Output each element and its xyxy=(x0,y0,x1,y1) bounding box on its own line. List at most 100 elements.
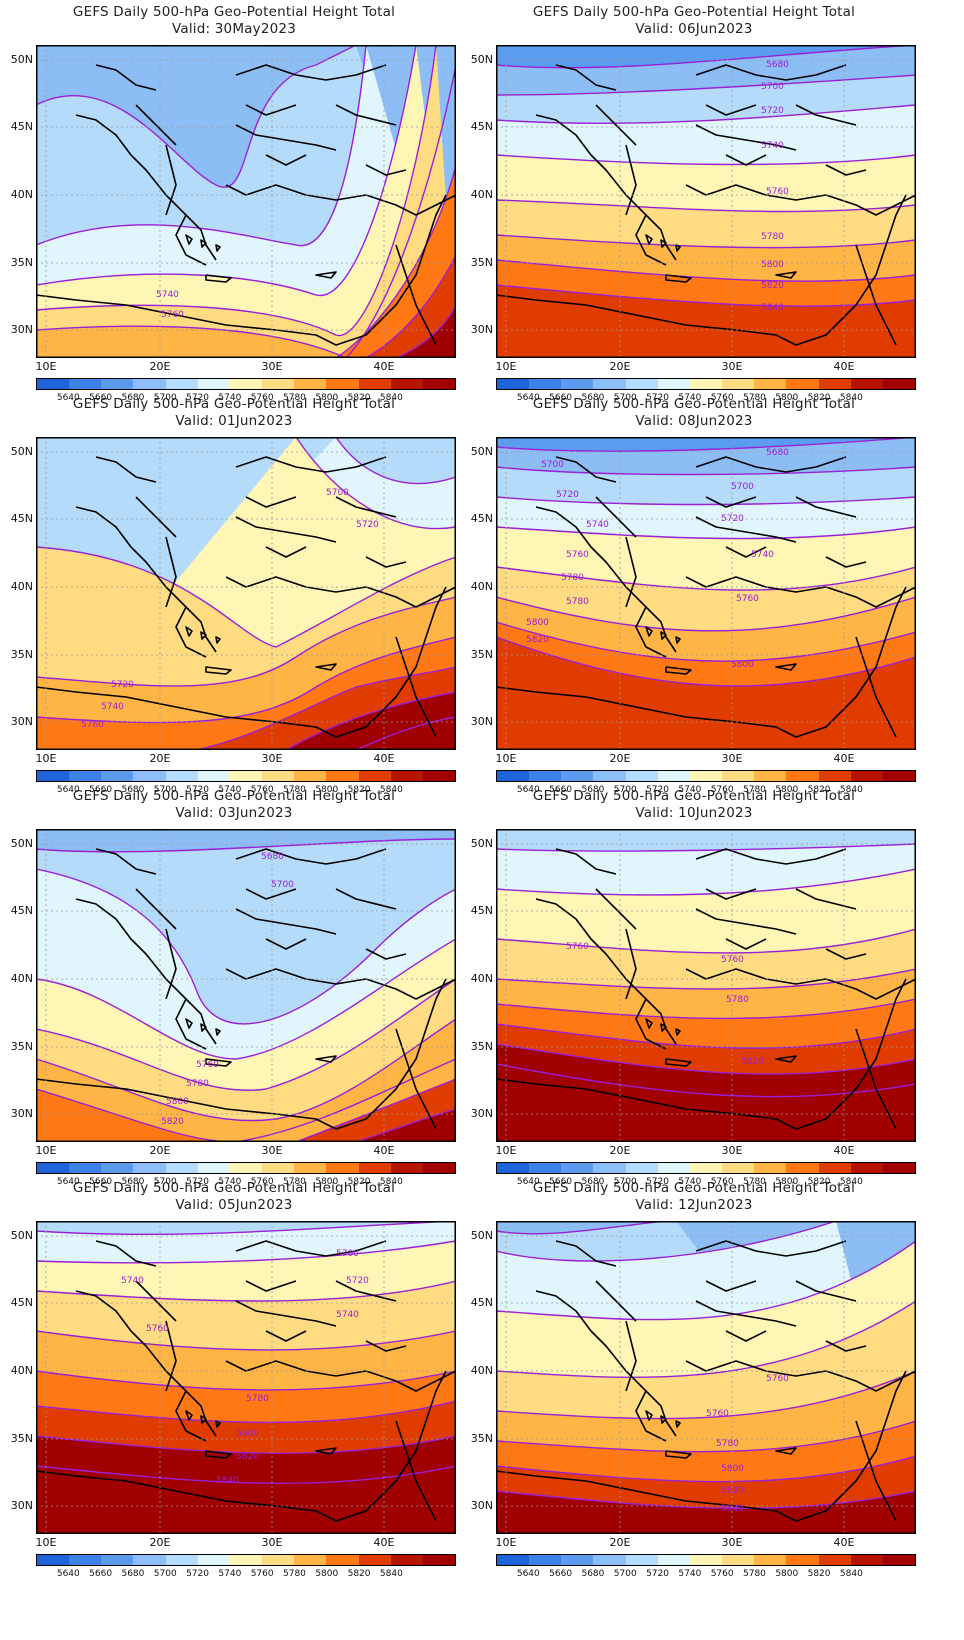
contour-label: 5800 xyxy=(526,618,549,628)
lon-tick-label: 30E xyxy=(261,1536,283,1549)
contour-line xyxy=(36,1018,456,1122)
fill-band-c5840 xyxy=(36,255,456,358)
contour-line xyxy=(496,1240,916,1321)
lat-tick-label: 45N xyxy=(470,904,493,917)
colorbar-swatch xyxy=(593,1555,626,1565)
colorbar-swatch xyxy=(229,1555,263,1565)
lon-tick-label: 10E xyxy=(35,360,57,373)
contour-line xyxy=(36,838,456,853)
contour-label: 5720 xyxy=(356,520,379,530)
colorbar-label: 5820 xyxy=(347,393,371,403)
colorbar xyxy=(496,770,916,782)
colorbar xyxy=(36,1162,456,1174)
colorbar-label: 5840 xyxy=(379,1569,403,1579)
lat-tick-label: 30N xyxy=(10,1107,33,1120)
panel-valid-date: Valid: 10Jun2023 xyxy=(635,805,753,821)
contour-line xyxy=(355,716,456,750)
colorbar-label: 5740 xyxy=(218,1569,242,1579)
colorbar-swatch xyxy=(497,771,530,781)
lon-tick-label: 40E xyxy=(833,1144,855,1157)
coastline-border xyxy=(36,1370,447,1522)
map-plot: 5680 5700 5700 5720 5720 5740 5740 5760 5760 5780… xyxy=(496,437,916,750)
colorbar-label: 5660 xyxy=(89,1177,113,1187)
map-frame xyxy=(496,45,916,358)
colorbar xyxy=(36,1554,456,1566)
coastline-border xyxy=(496,194,907,346)
colorbar-swatch xyxy=(358,379,391,389)
colorbar-swatch xyxy=(358,1163,391,1173)
colorbar-swatch xyxy=(69,1555,102,1565)
contour-line xyxy=(496,199,916,213)
contour-line xyxy=(36,1280,456,1302)
fill-band-c5820 xyxy=(36,1089,456,1142)
contour-line xyxy=(36,868,456,1025)
contour-label: 5740 xyxy=(761,141,784,151)
contour-line xyxy=(36,596,456,687)
colorbar-swatch xyxy=(754,1163,787,1173)
colorbar-label: 5700 xyxy=(153,785,177,795)
colorbar-label: 5700 xyxy=(153,1177,177,1187)
lon-tick-label: 30E xyxy=(721,752,743,765)
map-panel-2: GEFS Daily 500-hPa Geo-Potential Height … xyxy=(460,0,928,403)
colorbar-swatch xyxy=(882,1555,916,1565)
colorbar-swatch xyxy=(69,379,102,389)
lon-tick-label: 40E xyxy=(833,752,855,765)
lon-tick-label: 40E xyxy=(373,1144,395,1157)
contour-label: 5780 xyxy=(566,597,589,607)
lon-tick-label: 10E xyxy=(35,1144,57,1157)
colorbar-swatch xyxy=(786,379,819,389)
panel-valid-date: Valid: 12Jun2023 xyxy=(635,1197,753,1213)
colorbar-label: 5740 xyxy=(218,785,242,795)
colorbar-swatch xyxy=(786,771,819,781)
lon-tick-label: 40E xyxy=(373,752,395,765)
contour-label: 5760 xyxy=(766,1374,789,1384)
lat-tick-label: 40N xyxy=(10,1364,33,1377)
contour-label: 5780 xyxy=(761,232,784,242)
contour-label: 5720 xyxy=(721,514,744,524)
lat-tick-label: 40N xyxy=(470,972,493,985)
lon-tick-label: 10E xyxy=(495,752,517,765)
coastline-border xyxy=(595,496,897,738)
colorbar-swatch xyxy=(390,771,423,781)
fill-band-c5860 xyxy=(36,1109,456,1142)
contour-label: 5780 xyxy=(561,573,584,583)
colorbar-swatch xyxy=(497,1555,530,1565)
contour-label: 5680 xyxy=(766,448,789,458)
contour-label: 5760 xyxy=(161,310,184,320)
contour-label: 5760 xyxy=(736,594,759,604)
lon-tick-label: 10E xyxy=(35,752,57,765)
map-panel-1: GEFS Daily 500-hPa Geo-Potential Height … xyxy=(0,0,468,403)
map-plot: 5760 5760 5780 5800 5820 5840 xyxy=(496,1221,916,1534)
colorbar-label: 5820 xyxy=(807,1569,831,1579)
fill-band-c5860 xyxy=(36,1466,456,1534)
coastline-border xyxy=(496,1370,907,1522)
lat-tick-label: 35N xyxy=(10,1040,33,1053)
colorbar-swatch xyxy=(262,1163,295,1173)
colorbar-swatch xyxy=(786,1163,819,1173)
lon-tick-label: 20E xyxy=(149,1536,171,1549)
colorbar-swatch xyxy=(722,1163,755,1173)
colorbar-swatch xyxy=(422,771,456,781)
colorbar-label: 5640 xyxy=(56,1569,80,1579)
colorbar-swatch xyxy=(294,771,327,781)
contour-label: 5720 xyxy=(111,680,134,690)
colorbar-swatch xyxy=(657,1163,690,1173)
coastline-border xyxy=(75,64,456,266)
colorbar-label: 5820 xyxy=(347,785,371,795)
contour-label: 5680 xyxy=(261,852,284,862)
coastline-border xyxy=(595,888,897,1130)
colorbar-label: 5800 xyxy=(775,1569,799,1579)
map-plot: 5700 5720 5740 5740 5760 5780 5800 5820 5840 xyxy=(36,1221,456,1534)
colorbar-swatch xyxy=(229,379,263,389)
lon-tick-label: 40E xyxy=(833,360,855,373)
colorbar xyxy=(36,770,456,782)
colorbar-swatch xyxy=(593,1163,626,1173)
colorbar-swatch xyxy=(882,379,916,389)
lat-tick-label: 45N xyxy=(10,512,33,525)
colorbar-label: 5660 xyxy=(89,393,113,403)
coastline-border xyxy=(645,1410,797,1459)
map-plot: 5760 5760 5780 5820 xyxy=(496,829,916,1142)
panel-title: GEFS Daily 500-hPa Geo-Potential Height … xyxy=(532,396,856,412)
lat-tick-label: 40N xyxy=(10,972,33,985)
contour-line xyxy=(496,437,916,452)
